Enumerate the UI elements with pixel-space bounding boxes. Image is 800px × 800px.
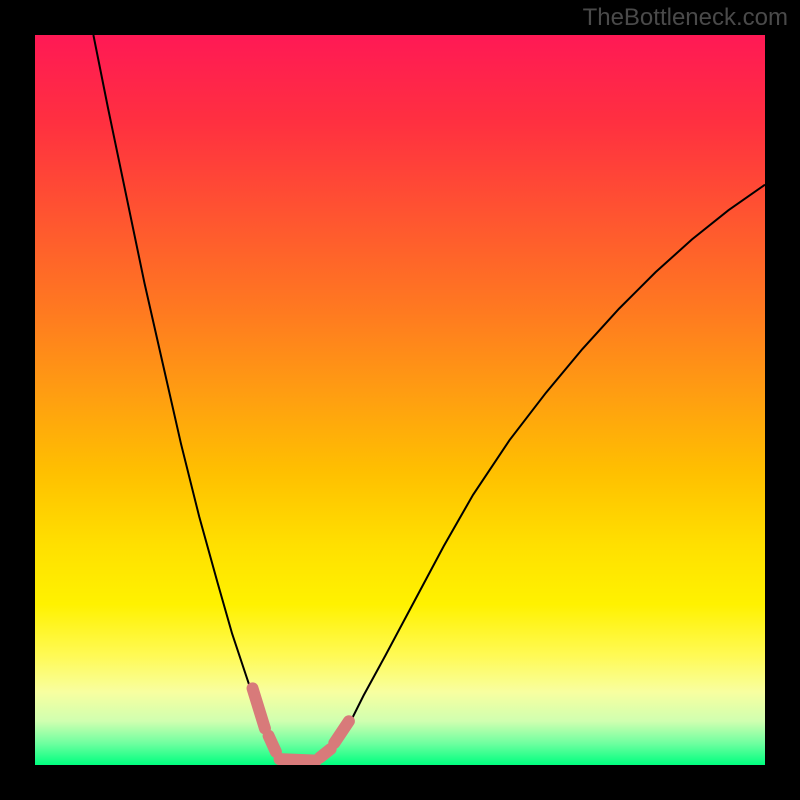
marker-segment-1 — [269, 736, 276, 752]
marker-segment-3 — [320, 749, 331, 758]
marker-segment-0 — [253, 688, 265, 728]
marker-segment-4 — [334, 721, 349, 743]
chart-plot-area — [35, 35, 765, 765]
marker-segment-2 — [280, 759, 317, 760]
curve-layer — [35, 35, 765, 765]
watermark-text: TheBottleneck.com — [583, 4, 788, 32]
curve-bottleneck-curve — [93, 35, 765, 764]
